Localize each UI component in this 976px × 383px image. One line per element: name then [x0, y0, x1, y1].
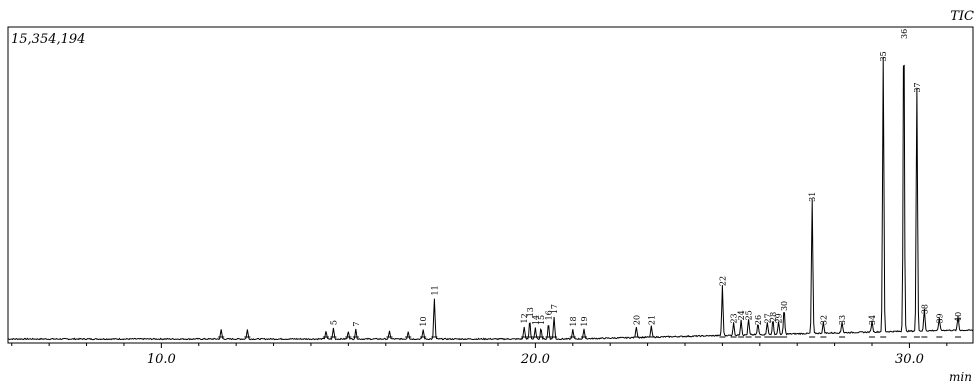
- x-tick-label: 30.0: [895, 352, 924, 367]
- x-axis-label: min: [949, 370, 972, 383]
- peak-label: 11: [430, 285, 439, 295]
- peak-label: 12: [520, 313, 529, 323]
- peak-label: 13: [526, 307, 535, 317]
- peak-label: 22: [718, 276, 727, 286]
- peak-label: 17: [550, 304, 559, 314]
- peak-label: 20: [632, 315, 641, 325]
- chart-title: TIC: [950, 9, 974, 24]
- peak-label: 25: [745, 310, 754, 320]
- peak-label: 7: [352, 322, 361, 327]
- peak-label: 14: [531, 315, 540, 325]
- max-intensity-label: 15,354,194: [11, 32, 85, 47]
- peak-label: 40: [954, 312, 963, 322]
- peak-label: 34: [868, 315, 877, 325]
- peak-label: 27: [763, 313, 772, 323]
- chromatogram-trace: [7, 56, 974, 341]
- peak-label: 39: [935, 313, 944, 323]
- peak-label: 5: [329, 320, 338, 325]
- peak-label: 36: [900, 29, 909, 39]
- peak-label: 30: [780, 301, 789, 311]
- peak-label: 15: [537, 315, 546, 325]
- peak-label: 10: [419, 316, 428, 326]
- x-axis-ticks: 10.0 20.0 30.0: [11, 343, 948, 367]
- peak-label: 37: [913, 82, 922, 92]
- peak-label: 26: [754, 315, 763, 325]
- peak-label: 24: [737, 310, 746, 320]
- x-tick-label: 10.0: [147, 352, 176, 367]
- peak-label: 29: [775, 313, 784, 323]
- peak-label: 33: [838, 315, 847, 325]
- peak-label: 32: [819, 315, 828, 325]
- peak-label: 16: [544, 310, 553, 320]
- peak-label: 28: [769, 312, 778, 322]
- peak-label: 18: [569, 316, 578, 326]
- peak-label: 38: [920, 304, 929, 314]
- peak-label: 35: [879, 51, 888, 61]
- chromatogram-line: [7, 56, 974, 341]
- peak-label: 21: [647, 315, 656, 325]
- peak-label: 31: [808, 192, 817, 202]
- peak-label: 19: [580, 316, 589, 326]
- plot-frame: [7, 26, 974, 344]
- x-tick-label: 20.0: [520, 352, 550, 367]
- peak-label: 23: [730, 313, 739, 323]
